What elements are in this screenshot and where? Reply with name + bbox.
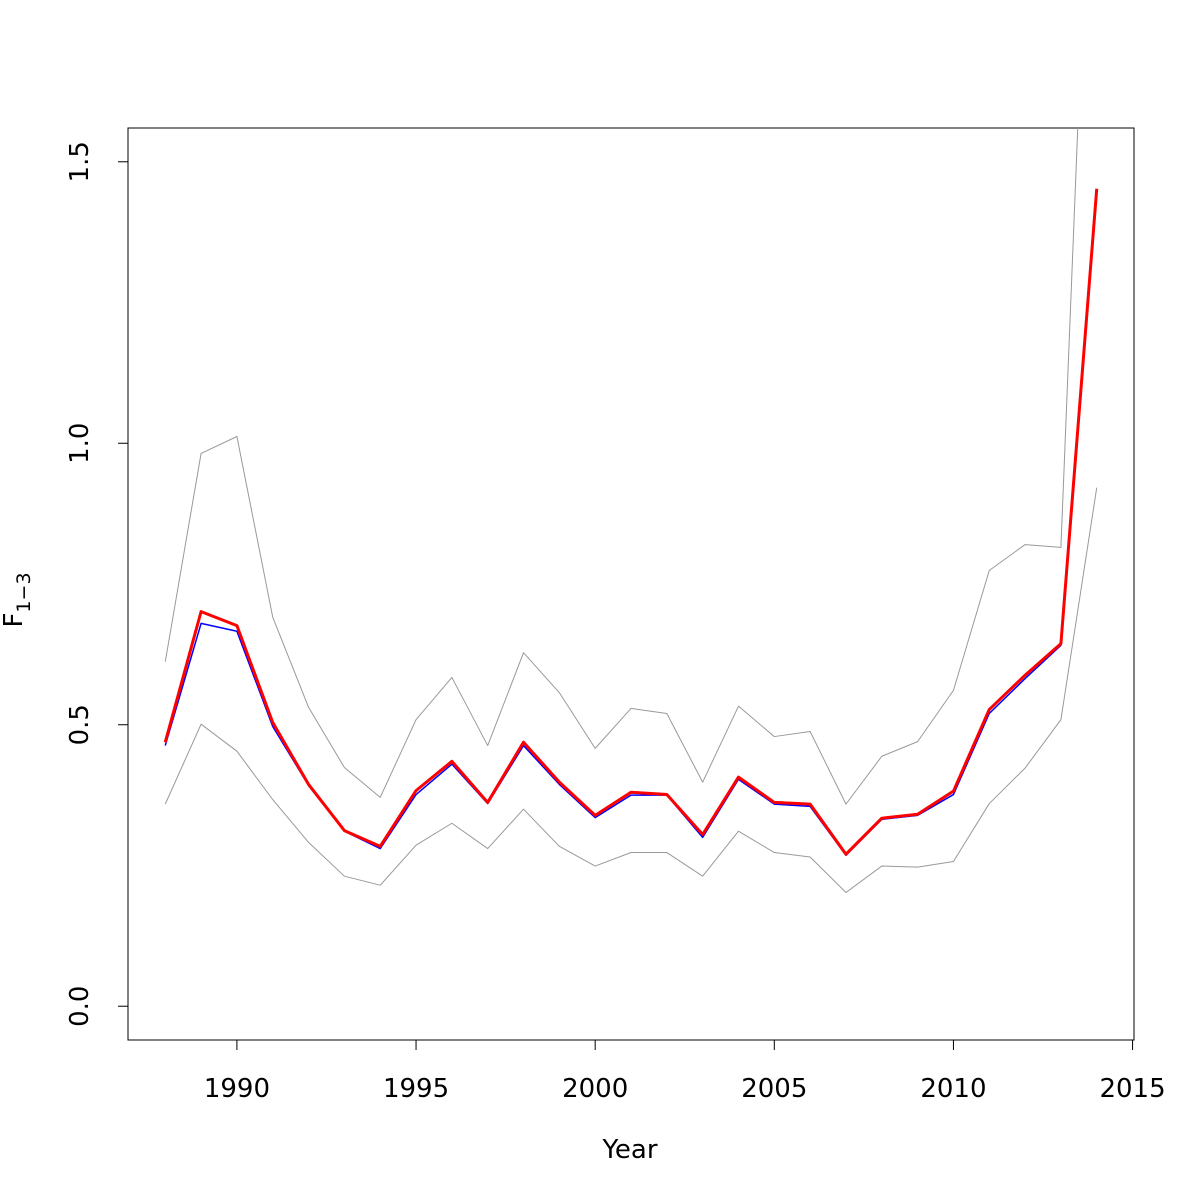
x-tick-label: 1995 <box>383 1074 449 1104</box>
x-tick-label: 2000 <box>562 1074 628 1104</box>
x-tick-label: 2015 <box>1099 1074 1165 1104</box>
plot-area <box>163 128 1099 893</box>
x-tick-label: 1990 <box>204 1074 270 1104</box>
series-line <box>164 189 1098 857</box>
x-tick-label: 2005 <box>741 1074 807 1104</box>
series-line <box>164 487 1098 893</box>
y-axis-label-main: F1−3 <box>0 572 35 627</box>
series-line <box>164 128 1079 805</box>
series-line <box>163 188 1099 856</box>
plot-frame <box>127 127 1135 1041</box>
y-label-subscript: 1−3 <box>13 572 35 612</box>
y-label-text: F <box>0 613 29 628</box>
y-axis-label: F1−3 <box>0 572 35 627</box>
y-tick-label: 0.0 <box>65 986 95 1027</box>
y-tick-label: 0.5 <box>65 704 95 745</box>
y-tick-label: 1.5 <box>65 141 95 182</box>
x-axis-label: Year <box>601 1135 657 1165</box>
x-tick-label: 2010 <box>920 1074 986 1104</box>
y-tick-label: 1.0 <box>65 423 95 464</box>
